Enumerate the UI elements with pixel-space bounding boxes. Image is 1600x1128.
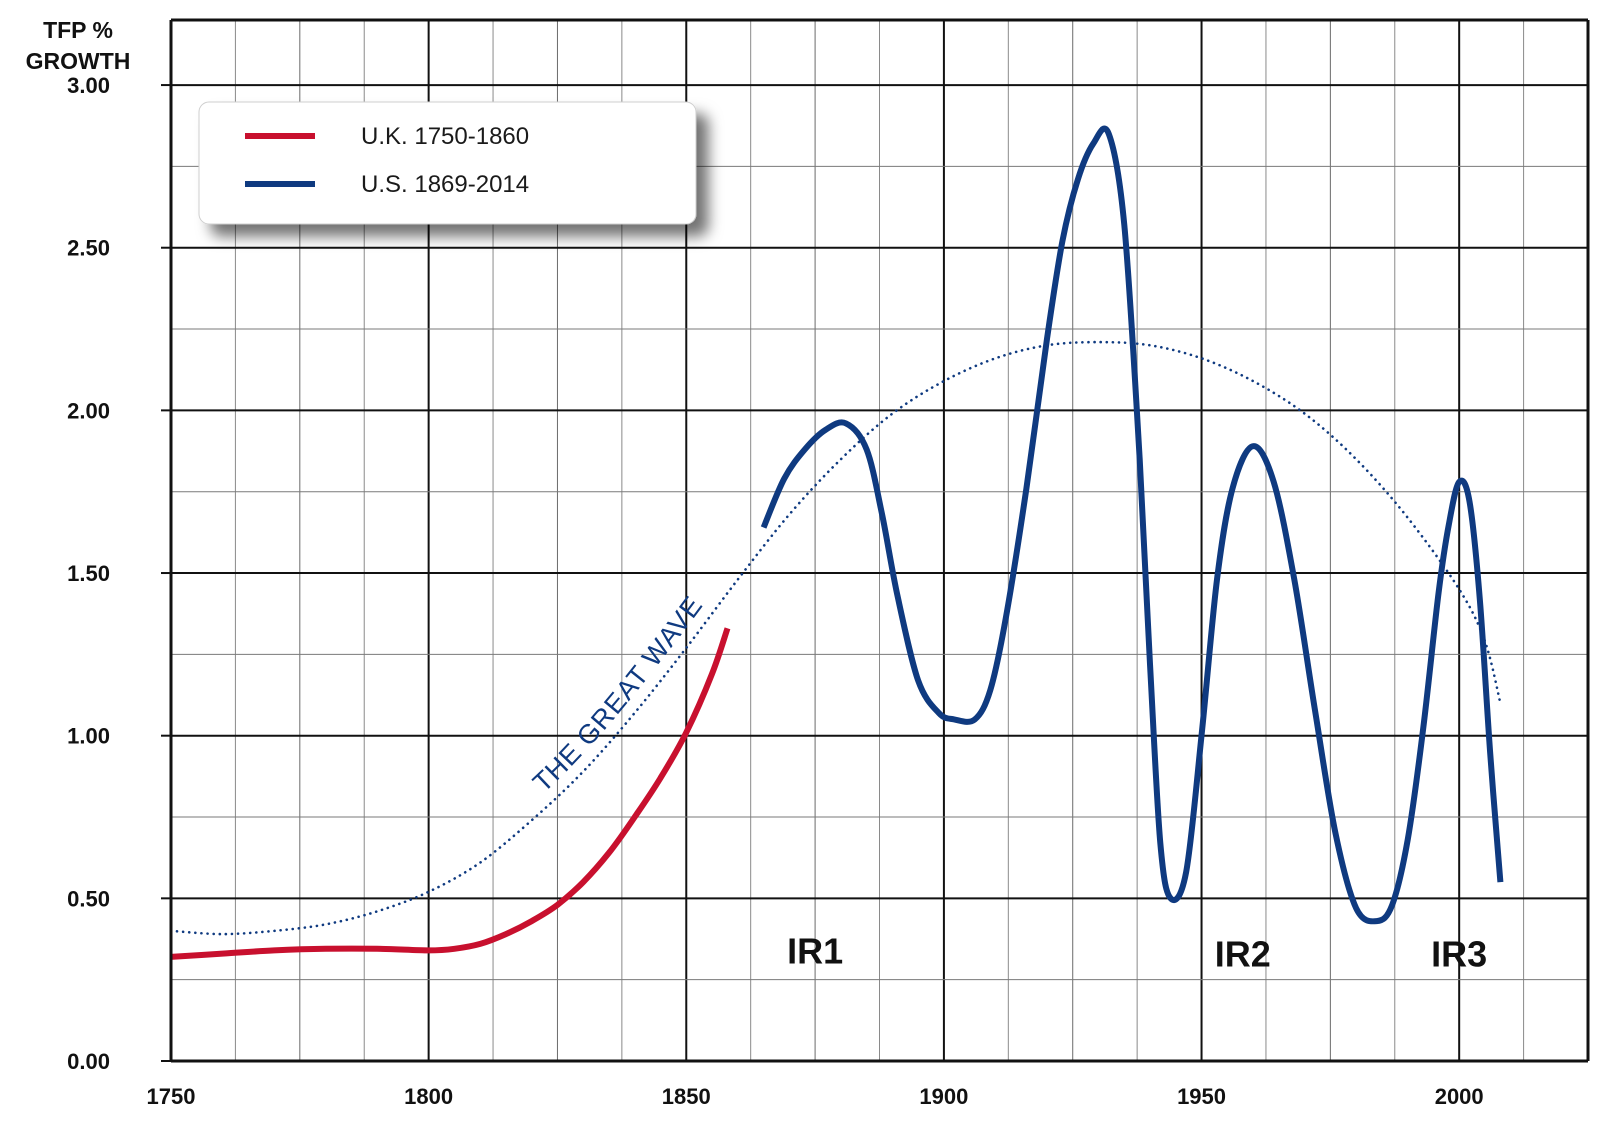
y-tick-label: 2.00	[67, 398, 110, 423]
x-tick-label: 1950	[1177, 1084, 1226, 1109]
axes: 0.00 0.50 1.00 1.50 2.00 2.50 3.00 1750 1800 1850…	[26, 17, 1484, 1109]
x-tick-label: 1900	[919, 1084, 968, 1109]
legend: U.K. 1750-1860 U.S. 1869-2014	[198, 101, 697, 225]
legend-us-label: U.S. 1869-2014	[361, 171, 529, 198]
era-label-ir3: IR3	[1431, 934, 1487, 975]
y-axis-label: TFP %	[43, 17, 113, 43]
y-tick-label: 0.50	[67, 886, 110, 911]
y-tick-label: 1.00	[67, 724, 110, 749]
y-tick-label: 1.50	[67, 561, 110, 586]
x-tick-label: 1750	[147, 1084, 196, 1109]
y-tick-label: 3.00	[67, 73, 110, 98]
era-label-ir2: IR2	[1215, 934, 1271, 975]
legend-uk-label: U.K. 1750-1860	[361, 123, 529, 150]
us-series-line	[760, 125, 1504, 925]
y-tick-label: 0.00	[67, 1049, 110, 1074]
x-tick-label: 2000	[1435, 1084, 1484, 1109]
y-tick-label: 2.50	[67, 236, 110, 261]
series-lines	[169, 125, 1504, 960]
plot-frame	[169, 18, 1590, 1063]
era-label-ir1: IR1	[787, 930, 843, 971]
great-wave-label: THE GREAT WAVE	[527, 590, 708, 798]
legend-box	[198, 101, 697, 225]
y-axis-label: GROWTH	[26, 48, 131, 74]
x-tick-label: 1800	[404, 1084, 453, 1109]
annotations: THE GREAT WAVE IR1 IR2 IR3	[527, 590, 1487, 974]
great-wave-label-text: THE GREAT WAVE	[527, 590, 707, 798]
uk-series-line	[170, 627, 731, 960]
great-wave-dotted-line	[169, 340, 1502, 936]
x-tick-label: 1850	[662, 1084, 711, 1109]
